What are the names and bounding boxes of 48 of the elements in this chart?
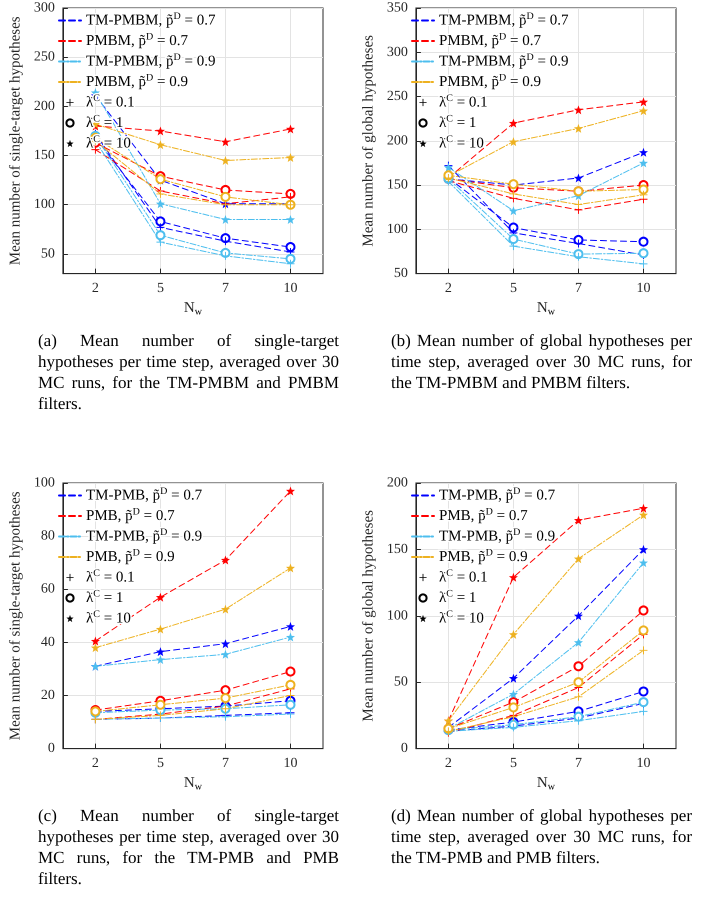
x-tick-label: 2 (92, 281, 99, 296)
y-tick-label: 350 (386, 0, 408, 16)
y-tick-label: 40 (40, 634, 55, 650)
x-tick-label: 2 (444, 756, 452, 772)
y-tick-label: 80 (40, 528, 55, 544)
x-tick-label: 7 (222, 756, 229, 772)
x-tick-label: 2 (444, 281, 452, 296)
x-tick-label: 10 (636, 281, 650, 296)
y-axis-title: Mean number of single-target hypotheses (8, 491, 24, 740)
y-tick-label: 100 (34, 197, 55, 212)
text: (a) Mean number of single-target hypotheses per time step, averaged over 30 MC runs, for the TM-PMBM and PMBM filters. (38, 330, 339, 414)
y-tick-label: 0 (400, 741, 408, 756)
x-tick-label: 5 (510, 756, 517, 772)
x-tick-label: 10 (283, 281, 298, 296)
y-axis-title: Mean number of global hypotheses (360, 510, 376, 722)
y-tick-label: 250 (34, 50, 55, 65)
y-tick-label: 300 (386, 44, 408, 60)
y-tick-label: 200 (386, 476, 408, 490)
x-tick-label: 10 (636, 756, 650, 772)
y-tick-label: 150 (34, 148, 55, 164)
x-tick-label: 7 (574, 756, 582, 772)
x-tick-label: 5 (510, 281, 517, 296)
y-tick-label: 50 (394, 674, 408, 690)
y-axis-title: Mean number of single-target hypotheses (8, 16, 24, 266)
y-tick-label: 100 (386, 222, 408, 237)
y-tick-label: 20 (40, 688, 55, 703)
y-tick-label: 50 (40, 246, 55, 262)
y-tick-label: 150 (386, 542, 408, 557)
y-tick-label: 200 (386, 133, 408, 148)
x-tick-label: 7 (574, 281, 582, 296)
x-tick-label: 10 (283, 756, 298, 772)
y-tick-label: 300 (34, 0, 55, 16)
y-tick-label: 60 (40, 582, 55, 597)
y-axis-title: Mean number of global hypotheses (360, 34, 376, 247)
x-tick-label: 7 (222, 281, 229, 296)
x-tick-label: 5 (156, 281, 164, 296)
y-tick-label: 100 (34, 476, 55, 490)
y-tick-label: 200 (34, 98, 55, 114)
y-tick-label: 100 (386, 608, 408, 624)
y-tick-label: 50 (394, 266, 408, 282)
y-tick-label: 250 (386, 89, 408, 104)
y-tick-label: 150 (386, 178, 408, 193)
text: (c) Mean number of single-target hypotheses per time step, averaged over 30 MC runs, for the TM-PMB and PMB filters. (38, 805, 339, 889)
x-tick-label: 2 (92, 756, 99, 772)
y-tick-label: 0 (48, 741, 55, 756)
x-tick-label: 5 (156, 756, 164, 772)
text: (b) Mean number of global hypotheses per time step, averaged over 30 MC runs, for the TM-PMBM and PMBM filters. (391, 330, 692, 393)
text: (d) Mean number of global hypotheses per time step, averaged over 30 MC runs, for the TM-PMB and PMB filters. (391, 805, 692, 868)
